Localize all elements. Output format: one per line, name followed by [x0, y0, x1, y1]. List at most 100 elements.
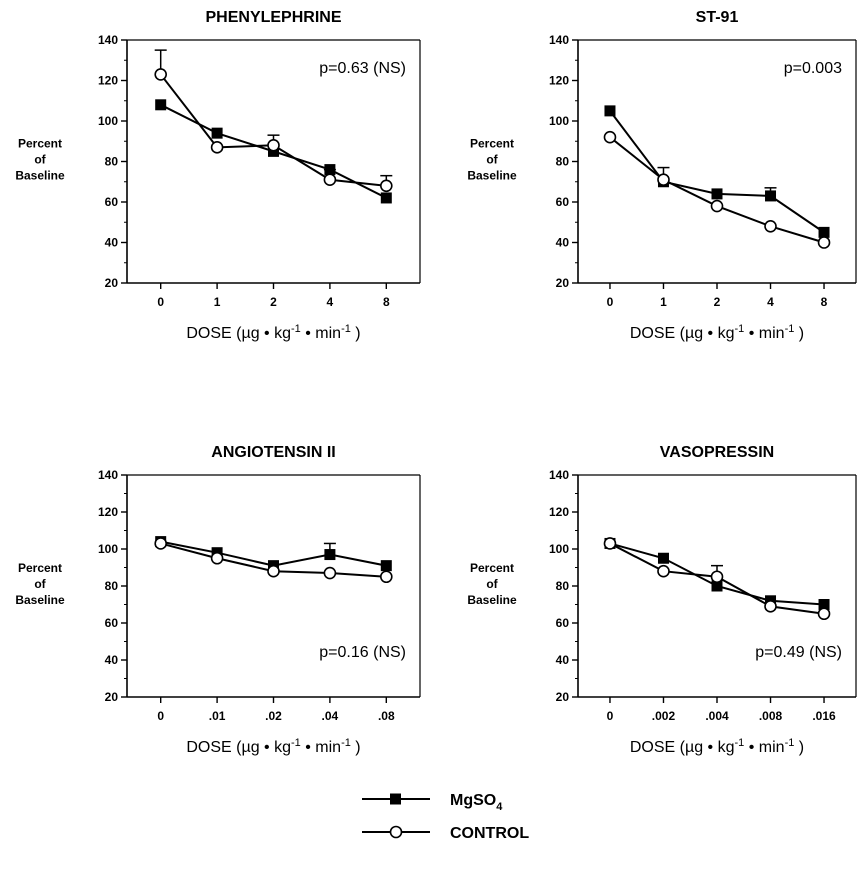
x-tick-label: 8	[383, 295, 390, 309]
y-axis-label: of	[486, 577, 498, 591]
legend-item-control: CONTROL	[362, 825, 529, 842]
y-tick-label: 100	[549, 542, 569, 556]
y-tick-label: 100	[98, 114, 118, 128]
data-point-circle	[603, 130, 617, 144]
data-point-square	[380, 560, 392, 572]
legend-marker-square	[390, 793, 401, 805]
y-tick-label: 20	[105, 276, 119, 290]
legend-marker-circle	[389, 825, 403, 839]
data-point-square	[324, 549, 336, 561]
x-label-superscript: -1	[735, 323, 745, 335]
chart-panel-3: 20 40 60 80 100 120 140 0 .01 .02 .04 .08 ANGIOTENSI…	[15, 444, 421, 756]
p-value-annotation: p=0.16 (NS)	[319, 644, 406, 661]
y-tick-label: 40	[105, 653, 119, 667]
y-tick-label: 40	[105, 236, 119, 250]
data-point-circle	[603, 537, 617, 550]
data-point-square	[604, 105, 616, 117]
x-tick-label: 0	[607, 295, 614, 309]
x-label-superscript: -1	[785, 323, 795, 335]
x-label-text: )	[351, 739, 361, 756]
x-axis-label: DOSE (µg • kg-1 • min-1 )	[630, 323, 804, 342]
data-point-square	[818, 599, 830, 610]
x-tick-label: .008	[759, 709, 783, 723]
x-axis-label: DOSE (µg • kg-1 • min-1 )	[186, 737, 360, 756]
x-label-text: DOSE (µg • kg	[630, 325, 735, 342]
series-control	[154, 49, 393, 193]
x-label-text: • min	[301, 325, 341, 342]
x-label-superscript: -1	[341, 737, 351, 749]
data-point-circle	[817, 607, 831, 621]
chart-title: VASOPRESSIN	[660, 444, 774, 461]
data-point-square	[380, 192, 392, 204]
data-point-circle	[154, 68, 167, 81]
y-tick-label: 40	[556, 653, 570, 667]
chart-title: ST-91	[696, 9, 739, 26]
legend-label-text: MgSO	[450, 792, 496, 809]
data-point-circle	[710, 199, 724, 213]
x-tick-label: 4	[767, 295, 774, 309]
data-point-circle	[380, 570, 393, 584]
x-tick-label: .01	[209, 709, 226, 723]
y-tick-label: 120	[549, 505, 569, 519]
x-tick-label: 2	[714, 295, 721, 309]
data-point-square	[711, 580, 723, 592]
series-control	[603, 537, 831, 621]
y-tick-label: 80	[105, 579, 119, 593]
data-point-circle	[267, 139, 280, 152]
y-tick-label: 120	[98, 505, 118, 519]
p-value-annotation: p=0.49 (NS)	[755, 644, 842, 661]
x-tick-label: 1	[660, 295, 667, 309]
data-point-square	[657, 552, 669, 564]
y-axis-label: Baseline	[467, 169, 517, 183]
chart-panel-4: 20 40 60 80 100 120 140 0 .002 .004 .008 .016 VASOPR…	[467, 444, 857, 756]
y-tick-label: 140	[549, 468, 569, 482]
x-tick-label: 0	[157, 295, 164, 309]
x-tick-label: 0	[157, 709, 164, 723]
y-axis-label: Percent	[18, 137, 62, 151]
y-tick-label: 60	[105, 195, 119, 209]
y-tick-label: 120	[549, 74, 569, 88]
data-point-circle	[210, 141, 224, 154]
y-tick-label: 20	[105, 690, 119, 704]
data-point-circle	[657, 173, 670, 187]
chart-title: ANGIOTENSIN II	[211, 444, 335, 461]
x-tick-label: .002	[652, 709, 676, 723]
x-tick-label: .004	[705, 709, 729, 723]
y-tick-label: 40	[556, 236, 570, 250]
x-label-superscript: -1	[291, 737, 301, 749]
y-tick-label: 60	[556, 195, 570, 209]
data-point-circle	[154, 537, 167, 550]
x-tick-label: .04	[322, 709, 339, 723]
data-point-square	[155, 99, 167, 111]
data-point-circle	[817, 236, 831, 249]
x-label-text: • min	[744, 325, 784, 342]
y-axis-label: Baseline	[15, 169, 65, 183]
x-label-text: DOSE (µg • kg	[630, 739, 735, 756]
y-tick-label: 20	[556, 690, 570, 704]
legend-label-text: CONTROL	[450, 825, 529, 842]
x-tick-label: 2	[270, 295, 277, 309]
x-tick-label: .08	[378, 709, 395, 723]
x-axis-label: DOSE (µg • kg-1 • min-1 )	[630, 737, 804, 756]
legend-label: MgSO4	[450, 792, 503, 813]
x-label-superscript: -1	[735, 737, 745, 749]
y-tick-label: 140	[549, 33, 569, 47]
data-point-circle	[380, 179, 393, 193]
legend-item-mgso4: MgSO4	[362, 792, 503, 813]
series-control	[154, 537, 393, 584]
x-label-text: )	[351, 325, 361, 342]
y-tick-label: 100	[549, 114, 569, 128]
legend-label: CONTROL	[450, 825, 529, 842]
y-tick-label: 140	[98, 33, 118, 47]
x-label-text: • min	[301, 739, 341, 756]
data-point-circle	[323, 173, 337, 187]
x-label-text: • min	[744, 739, 784, 756]
y-axis-label: Baseline	[467, 593, 517, 607]
y-axis-label: of	[34, 153, 46, 167]
data-point-circle	[210, 551, 224, 565]
data-point-square	[818, 226, 830, 238]
y-tick-label: 100	[98, 542, 118, 556]
y-axis-label: Percent	[18, 561, 62, 575]
p-value-annotation: p=0.63 (NS)	[319, 60, 406, 77]
